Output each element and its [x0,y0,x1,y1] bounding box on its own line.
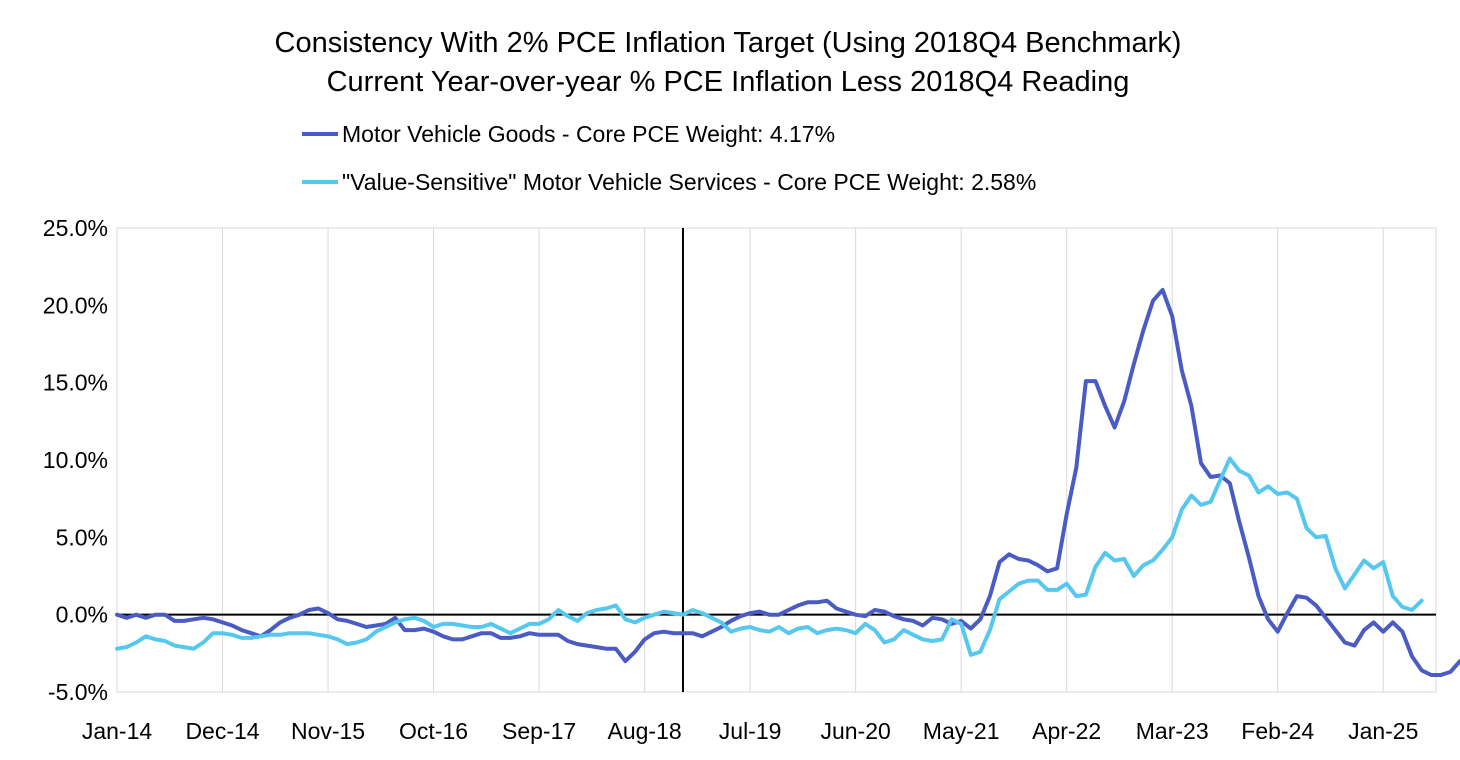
x-tick-label: Jan-14 [82,718,153,744]
x-tick-label: May-21 [923,718,1000,744]
y-tick-label: 25.0% [43,215,108,241]
x-tick-label: Jan-25 [1348,718,1418,744]
x-tick-label: Nov-15 [291,718,365,744]
x-tick-label: Mar-23 [1136,718,1209,744]
x-tick-label: Dec-14 [185,718,259,744]
y-tick-label: 15.0% [43,370,108,396]
y-tick-label: 0.0% [56,602,108,628]
x-tick-label: Apr-22 [1032,718,1101,744]
chart-title: Consistency With 2% PCE Inflation Target… [275,27,1182,59]
plot-border [116,227,1437,693]
y-tick-label: -5.0% [48,679,108,705]
x-tick-label: Aug-18 [608,718,682,744]
y-tick-label: 10.0% [43,447,108,473]
series-line-motor-vehicle-goods [115,287,1460,677]
x-tick-label: Feb-24 [1241,718,1314,744]
chart-subtitle: Current Year-over-year % PCE Inflation L… [327,66,1130,98]
x-tick-label: Jul-19 [719,718,782,744]
x-tick-label: Sep-17 [502,718,576,744]
legend-label-motor-vehicle-goods: Motor Vehicle Goods - Core PCE Weight: 4… [342,121,835,147]
legend: Motor Vehicle Goods - Core PCE Weight: 4… [302,121,1036,195]
x-tick-label: Oct-16 [399,718,468,744]
y-tick-label: 20.0% [43,292,108,318]
series-line-motor-vehicle-services [115,456,1424,657]
x-tick-label: Jun-20 [820,718,890,744]
legend-label-motor-vehicle-services: "Value-Sensitive" Motor Vehicle Services… [342,169,1036,195]
y-tick-label: 5.0% [56,524,108,550]
plot-area: Jan-14 Dec-14 Nov-15 Oct-16 Sep-17 Aug-18 Jul-… [43,215,1460,744]
